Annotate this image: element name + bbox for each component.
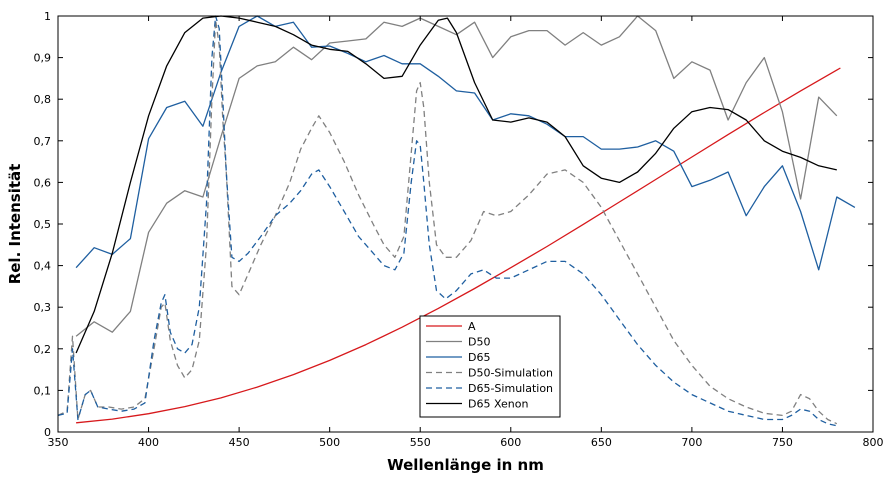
series-line-d65-xenon [75, 15, 837, 354]
legend-label: D65-Simulation [468, 382, 553, 395]
y-tick-label: 0,7 [34, 135, 52, 148]
x-tick-label: 700 [681, 436, 702, 449]
x-tick-label: 600 [500, 436, 521, 449]
legend-label: D65 Xenon [468, 398, 528, 411]
y-tick-label: 1 [44, 10, 51, 23]
y-axis-title: Rel. Intensität [6, 164, 24, 285]
series-line-d50-simulation [57, 19, 838, 425]
y-tick-label: 0,6 [34, 176, 52, 189]
legend-label: D50-Simulation [468, 367, 553, 380]
y-tick-label: 0,3 [34, 301, 52, 314]
y-tick-label: 0,9 [34, 52, 52, 65]
y-tick-label: 0,5 [34, 218, 52, 231]
x-tick-label: 650 [591, 436, 612, 449]
y-tick-label: 0 [44, 426, 51, 439]
legend-box [419, 315, 561, 418]
legend: A D50 D65 D50-Simulation D65-Simulation D65 X… [419, 315, 561, 418]
x-tick-label: 550 [410, 436, 431, 449]
legend-label: D65 [468, 351, 490, 364]
x-tick-label: 500 [319, 436, 340, 449]
x-tick-label: 350 [48, 436, 69, 449]
series-line-a [76, 67, 841, 424]
legend-label: D50 [468, 336, 490, 349]
x-tick-label: 450 [229, 436, 250, 449]
y-tick-label: 0,8 [34, 93, 52, 106]
x-tick-label: 400 [138, 436, 159, 449]
series-line-d50 [75, 15, 838, 337]
axes-layer: 350 400 450 500 550 600 650 700 750 800 0 0,1 0,2 0,3… [6, 10, 884, 474]
series-line-d65 [75, 15, 856, 271]
series-line-d65-simulation [57, 15, 837, 427]
x-axis-title: Wellenlänge in nm [387, 456, 544, 474]
x-tick-label: 750 [772, 436, 793, 449]
x-tick-label: 800 [863, 436, 884, 449]
y-tick-label: 0,2 [34, 343, 52, 356]
series-layer [57, 15, 856, 427]
y-tick-label: 0,1 [34, 384, 52, 397]
legend-label: A [468, 320, 476, 333]
y-tick-label: 0,4 [34, 260, 52, 273]
